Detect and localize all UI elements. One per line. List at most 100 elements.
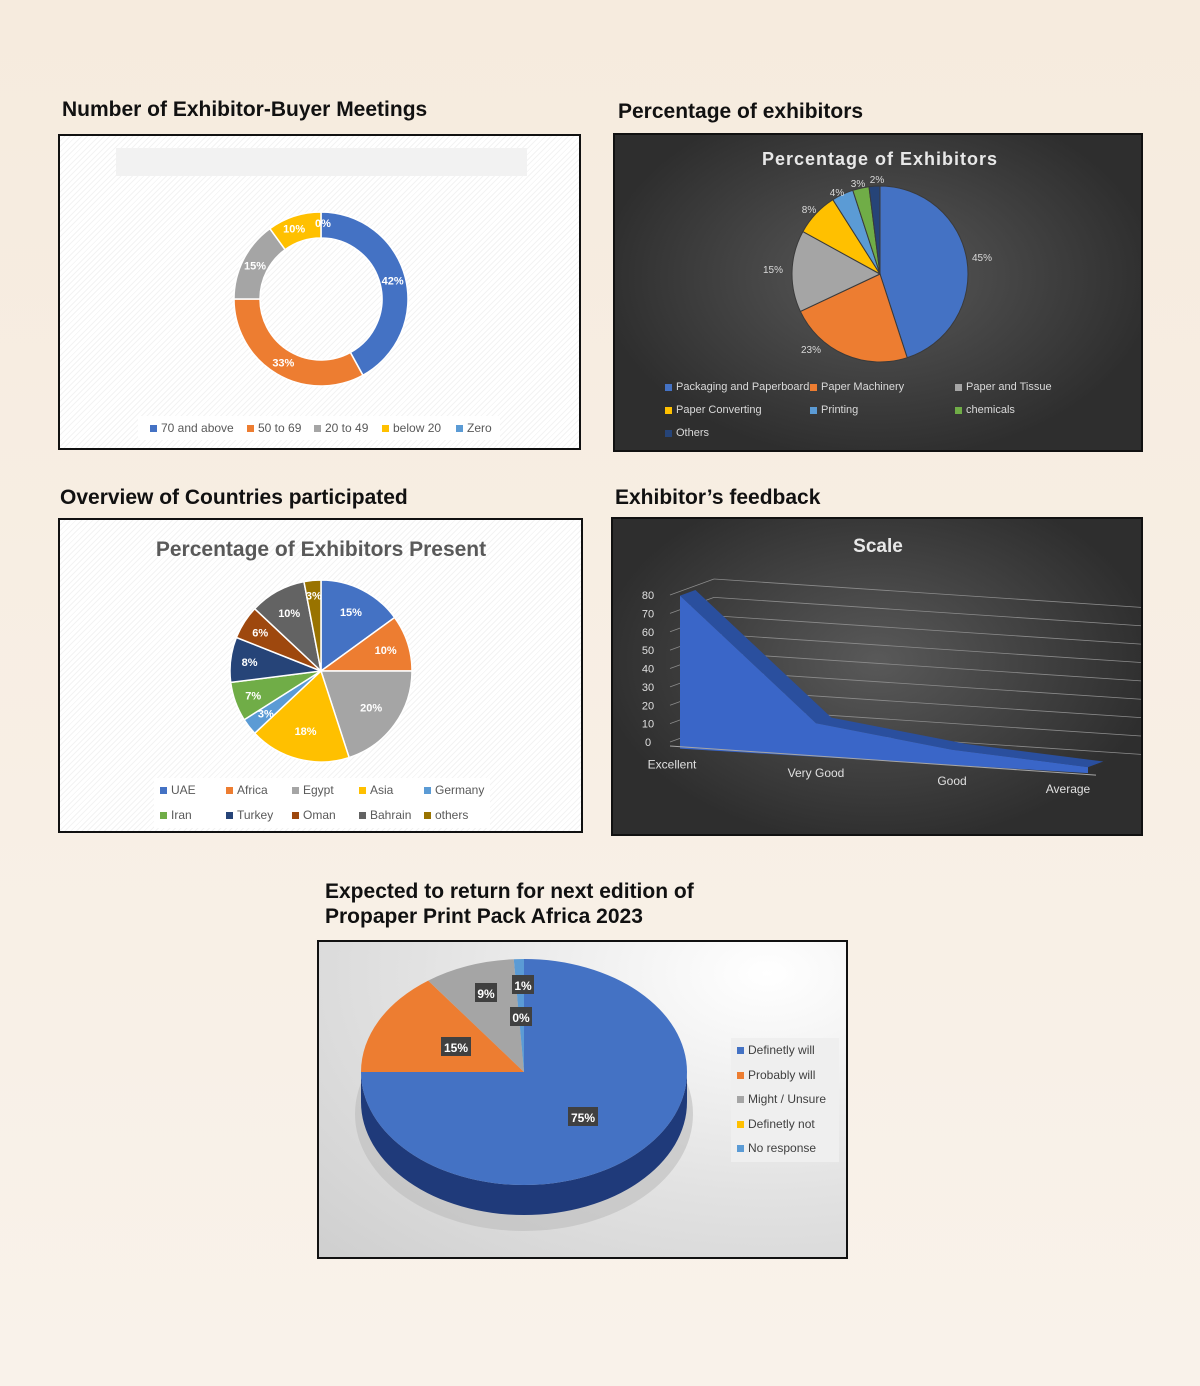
countries-legend-swatch-2 [292, 787, 299, 795]
exhibitors-legend-item-4: Printing [810, 404, 858, 416]
exhibitors-legend-label-2: Paper and Tissue [966, 381, 1052, 393]
exhibitors-label-6: 2% [870, 175, 885, 186]
return-legend-label-1: Probably will [748, 1068, 816, 1082]
exhibitors-slice-1 [799, 273, 908, 363]
feedback-ytick-4: 40 [642, 664, 654, 676]
countries-label-3: 18% [295, 726, 317, 738]
feedback-gridline-4 [713, 652, 1141, 682]
feedback-ytick-0: 0 [645, 737, 651, 749]
return-legend-label-4: No response [748, 1141, 817, 1155]
exhibitors-label-0: 45% [972, 253, 992, 264]
countries-slice-3 [253, 669, 351, 763]
return-label-box-0 [568, 1107, 598, 1126]
meetings-slice-1 [233, 298, 364, 387]
return-label-0: 75% [571, 1111, 595, 1125]
countries-legend-item-9: others [424, 808, 468, 822]
countries-pie-chart: Percentage of Exhibitors Present 15% 10% 20… [156, 538, 486, 763]
meetings-legend: 70 and above 50 to 69 20 to 49 below 20 Zero [138, 416, 500, 440]
exhibitors-legend-swatch-3 [665, 406, 672, 414]
countries-label-1: 10% [375, 645, 397, 657]
return-label-1: 15% [444, 1041, 468, 1055]
countries-legend: UAE Africa Egypt Asia Germany Iran Turkey Oman B… [154, 778, 490, 828]
countries-label-9: 3% [306, 590, 322, 602]
feedback-x-axis [669, 745, 1097, 776]
exhibitors-legend-swatch-0 [665, 383, 672, 391]
feedback-heading: Exhibitor’s feedback [615, 486, 821, 509]
return-legend-label-2: Might / Unsure [748, 1092, 827, 1106]
return-legend-label-0: Definetly will [748, 1043, 815, 1057]
countries-label-6: 8% [242, 657, 258, 669]
feedback-chart-panel: Scale 0 10 20 30 40 50 60 70 80 Excellent Very Good… [611, 517, 1143, 836]
meetings-title-placeholder [116, 148, 527, 176]
return-chart-panel: 75% 15% 9% 0% 1% Definetly will Probably will… [317, 940, 848, 1259]
feedback-ytick-1: 10 [642, 719, 654, 731]
countries-slice-9 [303, 579, 322, 672]
meetings-legend-label-1: 50 to 69 [258, 421, 302, 435]
meetings-legend-label-3: below 20 [393, 421, 442, 435]
meetings-heading: Number of Exhibitor-Buyer Meetings [62, 98, 428, 121]
return-heading-line1: Expected to return for next edition of [325, 880, 694, 903]
return-legend: Definetly will Probably will Might / Unsur… [731, 1038, 839, 1162]
countries-legend-item-7: Oman [292, 808, 336, 822]
return-legend-item-4: No response [737, 1141, 816, 1155]
countries-legend-label-0: UAE [171, 783, 196, 797]
exhibitors-legend-item-0: Packaging and Paperboard [665, 381, 809, 393]
feedback-xtick-1: Very Good [788, 766, 845, 780]
countries-legend-item-5: Iran [160, 808, 192, 822]
countries-legend-label-4: Germany [435, 783, 485, 797]
meetings-label-3: 10% [283, 224, 305, 236]
return-legend-label-3: Definetly not [748, 1117, 815, 1131]
countries-legend-swatch-7 [292, 812, 299, 820]
countries-legend-swatch-6 [226, 812, 233, 820]
return-pie-chart: 75% 15% 9% 0% 1% [355, 959, 693, 1231]
meetings-legend-item-2: 20 to 49 [314, 421, 368, 435]
countries-label-5: 7% [245, 690, 261, 702]
feedback-ytick-5: 50 [642, 645, 654, 657]
countries-legend-label-9: others [435, 808, 469, 822]
feedback-gridline-8 [713, 578, 1141, 608]
exhibitors-legend-swatch-2 [955, 383, 962, 391]
exhibitors-legend-item-2: Paper and Tissue [955, 381, 1052, 393]
countries-legend-item-3: Asia [359, 783, 393, 797]
feedback-ytick-3: 30 [642, 682, 654, 694]
countries-label-0: 15% [340, 607, 362, 619]
meetings-donut-chart: 42% 33% 15% 10% 0% [233, 211, 409, 387]
feedback-area-chart: Scale 0 10 20 30 40 50 60 70 80 Excellent Very Good… [642, 536, 1141, 796]
countries-label-2: 20% [360, 702, 382, 714]
feedback-ytick-6: 60 [642, 627, 654, 639]
countries-legend-swatch-8 [359, 812, 366, 820]
return-label-4: 1% [514, 979, 532, 993]
return-heading-line2: Propaper Print Pack Africa 2023 [325, 905, 643, 928]
meetings-label-1: 33% [272, 358, 294, 370]
exhibitors-legend-item-5: chemicals [955, 404, 1015, 416]
countries-label-4: 3% [258, 708, 274, 720]
meetings-legend-swatch-2 [314, 425, 321, 433]
return-label-box-2 [475, 983, 497, 1002]
feedback-gridline-3 [713, 670, 1141, 700]
exhibitors-legend-item-6: Others [665, 427, 709, 439]
exhibitors-legend-swatch-4 [810, 406, 817, 414]
countries-legend-swatch-0 [160, 787, 167, 795]
countries-legend-item-0: UAE [160, 783, 196, 797]
countries-chart-panel: Percentage of Exhibitors Present 15% 10% 20… [58, 518, 583, 833]
meetings-slice-0 [320, 211, 409, 377]
exhibitors-legend-label-1: Paper Machinery [821, 381, 905, 393]
meetings-legend-label-2: 20 to 49 [325, 421, 369, 435]
feedback-area-front [680, 595, 1088, 774]
exhibitors-label-1: 23% [801, 345, 821, 356]
countries-legend-item-1: Africa [226, 783, 268, 797]
countries-label-7: 6% [252, 627, 268, 639]
feedback-area-top [680, 590, 1104, 768]
countries-legend-label-1: Africa [237, 783, 268, 797]
countries-legend-label-6: Turkey [237, 808, 274, 822]
exhibitors-label-5: 3% [851, 179, 866, 190]
return-slice-2 [428, 959, 524, 1072]
feedback-xtick-3: Average [1046, 782, 1091, 796]
countries-legend-swatch-5 [160, 812, 167, 820]
meetings-legend-item-3: below 20 [382, 421, 441, 435]
countries-legend-item-6: Turkey [226, 808, 273, 822]
countries-legend-label-3: Asia [370, 783, 394, 797]
meetings-label-4: 0% [315, 218, 331, 230]
exhibitors-legend-label-3: Paper Converting [676, 404, 762, 416]
exhibitors-legend: Packaging and Paperboard Paper Machinery P… [615, 135, 1141, 450]
